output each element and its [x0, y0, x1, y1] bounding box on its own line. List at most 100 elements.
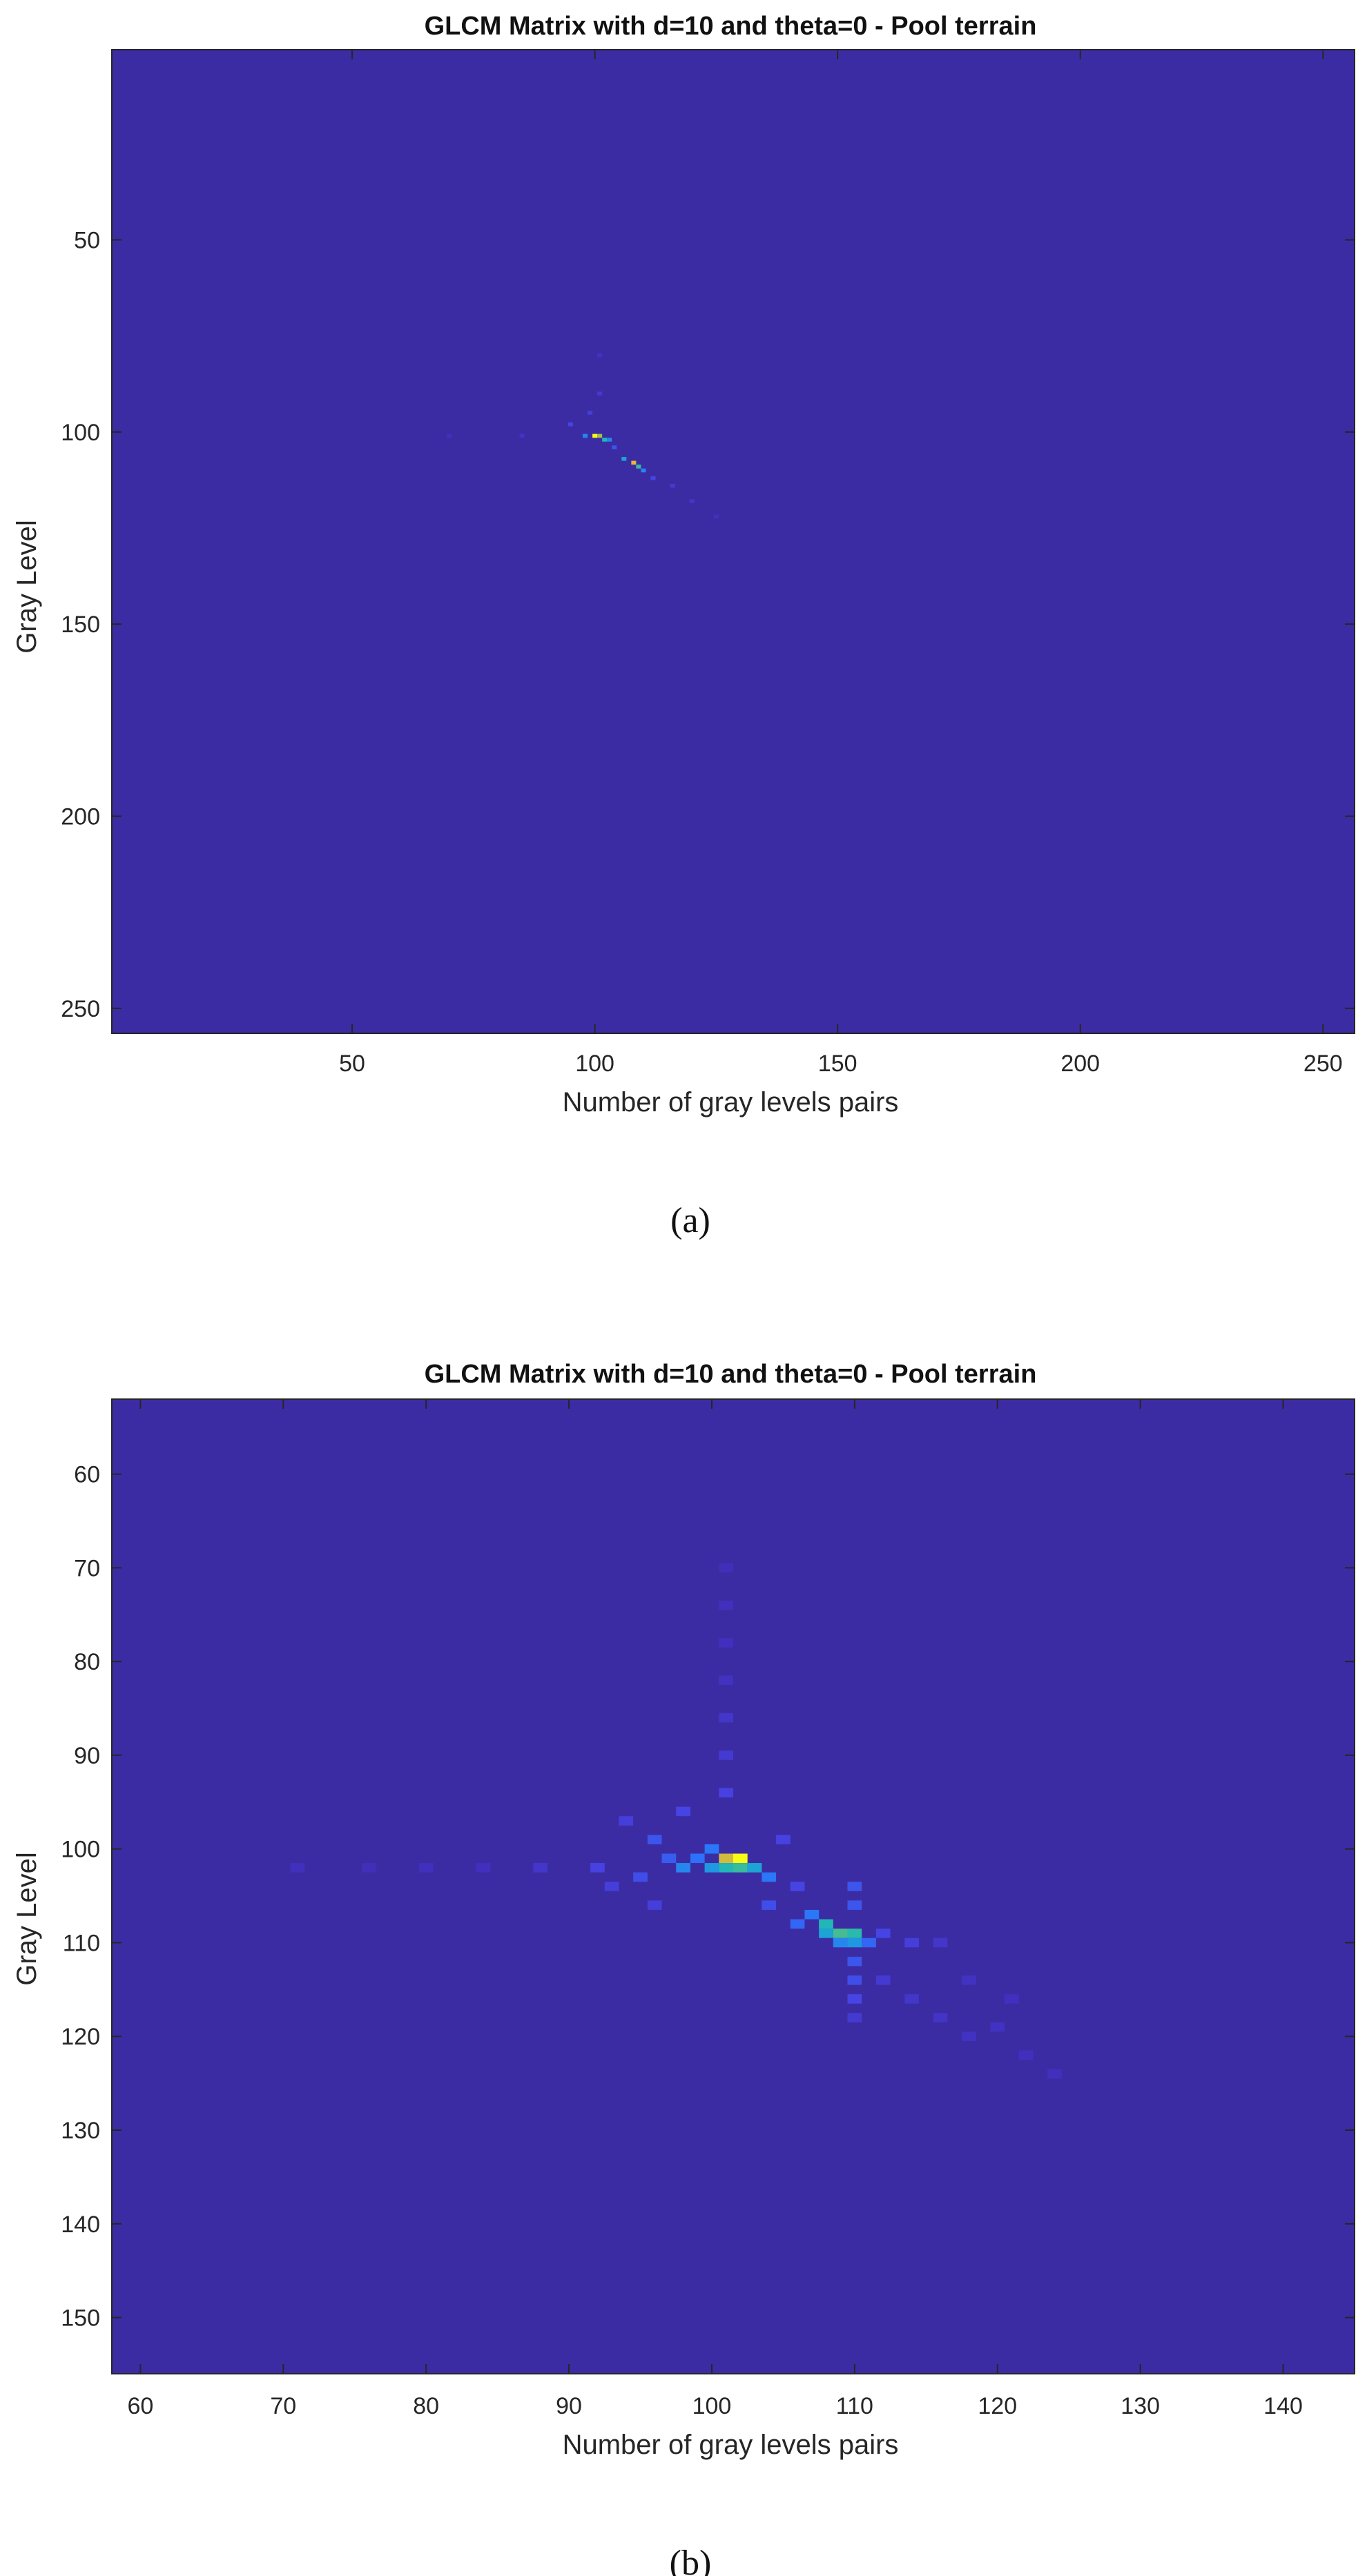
- y-tick-label: 110: [63, 1930, 100, 1956]
- heatmap-cell: [650, 476, 656, 480]
- heatmap-cell: [719, 1713, 733, 1723]
- x-axis-label-a: Number of gray levels pairs: [563, 1087, 899, 1118]
- heatmap-cell: [362, 1863, 376, 1873]
- heatmap-background: [112, 50, 1355, 1033]
- heatmap-cell: [847, 1975, 862, 1985]
- heatmap-cell: [719, 1788, 733, 1798]
- heatmap-cell: [719, 1638, 733, 1648]
- heatmap-cell: [847, 2013, 862, 2022]
- chart-title-b: GLCM Matrix with d=10 and theta=0 - Pool…: [425, 1360, 1037, 1389]
- y-tick-label: 250: [61, 996, 100, 1022]
- heatmap-cell: [704, 1863, 719, 1873]
- x-tick-label: 110: [836, 2393, 873, 2419]
- heatmap-cell: [1018, 2050, 1034, 2060]
- heatmap-cell: [847, 1882, 862, 1891]
- y-tick-label: 100: [61, 420, 100, 446]
- heatmap-cell: [762, 1900, 777, 1910]
- plot-frame: [111, 49, 1355, 1034]
- heatmap-cell: [747, 1863, 762, 1873]
- heatmap-cell: [790, 1919, 805, 1929]
- heatmap-cell: [597, 353, 603, 358]
- heatmap-cell: [962, 1975, 976, 1985]
- panel-caption-a: (a): [670, 1201, 710, 1240]
- heatmap-cell: [990, 2022, 1005, 2032]
- heatmap-cell: [602, 438, 608, 442]
- heatmap-cell: [676, 1863, 690, 1873]
- y-axis-label-b: Gray Level: [12, 1852, 42, 1985]
- y-tick-label: 50: [74, 228, 100, 254]
- heatmap-cell: [447, 433, 452, 438]
- heatmap-cell: [733, 1853, 748, 1864]
- heatmap-cell: [690, 1853, 705, 1864]
- heatmap-cell: [847, 1938, 862, 1948]
- heatmap-cell: [719, 1600, 733, 1610]
- x-tick-label: 100: [575, 1051, 614, 1077]
- heatmap-cell: [568, 422, 573, 427]
- x-tick-label: 130: [1121, 2393, 1160, 2419]
- panel-a: GLCM Matrix with d=10 and theta=0 - Pool…: [12, 12, 1355, 1240]
- y-tick-label: 100: [61, 1837, 100, 1863]
- heatmap-cell: [418, 1863, 434, 1873]
- heatmap-cell: [604, 1882, 619, 1891]
- heatmap-cell: [790, 1882, 805, 1891]
- heatmap-cell: [733, 1863, 748, 1873]
- y-tick-label: 200: [61, 803, 100, 830]
- heatmap-cell: [713, 514, 719, 519]
- panel-caption-b: (b): [670, 2544, 712, 2576]
- heatmap-cell: [719, 1675, 733, 1686]
- heatmap-cell: [875, 1975, 891, 1985]
- heatmap-cell: [819, 1929, 833, 1938]
- x-tick-label: 150: [818, 1051, 857, 1077]
- heatmap-cell: [719, 1750, 733, 1760]
- x-tick-label: 50: [339, 1051, 365, 1077]
- heatmap-cell: [875, 1929, 891, 1938]
- heatmap-cell: [962, 2031, 976, 2042]
- heatmap-cell: [833, 1938, 848, 1948]
- panel-b: GLCM Matrix with d=10 and theta=0 - Pool…: [12, 1360, 1355, 2576]
- heatmap-cell: [689, 499, 695, 503]
- heatmap-cell: [704, 1844, 719, 1854]
- heatmap-cell: [862, 1938, 876, 1948]
- y-tick-label: 90: [74, 1743, 100, 1769]
- heatmap-cell: [661, 1853, 677, 1864]
- x-tick-label: 250: [1303, 1051, 1343, 1077]
- heatmap-cell: [904, 1994, 919, 2004]
- heatmap-cell: [476, 1863, 491, 1873]
- heatmap-cell: [647, 1835, 662, 1844]
- x-axis-label-b: Number of gray levels pairs: [563, 2430, 899, 2460]
- heatmap-cell: [631, 460, 637, 465]
- heatmap-cell: [847, 1956, 862, 1967]
- heatmap-cell: [847, 1929, 862, 1938]
- heatmap-cell: [597, 391, 603, 396]
- y-tick-label: 120: [61, 2024, 100, 2050]
- heatmap-cell: [776, 1835, 791, 1844]
- heatmap-cell: [1005, 1994, 1019, 2004]
- y-tick-label: 80: [74, 1649, 100, 1675]
- heatmap-cell: [762, 1872, 777, 1882]
- heatmap-cell: [597, 433, 603, 438]
- x-tick-label: 80: [413, 2393, 439, 2419]
- heatmap-cell: [804, 1909, 820, 1920]
- heatmap-cell: [719, 1853, 733, 1864]
- x-tick-label: 90: [556, 2393, 582, 2419]
- heatmap-cells: [447, 353, 719, 519]
- x-tick-label: 100: [692, 2393, 732, 2419]
- heatmap-cell: [833, 1929, 848, 1938]
- heatmap-cell: [583, 433, 588, 438]
- heatmap-cell: [619, 1816, 634, 1826]
- heatmap-cell: [647, 1900, 662, 1910]
- heatmap-cell: [607, 438, 612, 442]
- heatmap-cells: [290, 1563, 1062, 2079]
- chart-title-a: GLCM Matrix with d=10 and theta=0 - Pool…: [425, 12, 1037, 41]
- heatmap-cell: [847, 1994, 862, 2004]
- x-tick-label: 120: [978, 2393, 1017, 2419]
- tick-labels-b: 60 70 80 90 100 110 120 130 140 60 70 80 90 100 110 120…: [61, 1399, 1355, 2419]
- heatmap-cell: [670, 484, 675, 488]
- plot-frame: [111, 1398, 1355, 2374]
- y-tick-label: 150: [61, 612, 100, 638]
- tick-labels-a: 50 100 150 200 250 50 100 150 200 250: [61, 50, 1355, 1077]
- heatmap-cell: [590, 1863, 605, 1873]
- heatmap-cell: [633, 1872, 648, 1882]
- heatmap-cell: [1047, 2069, 1062, 2079]
- y-tick-label: 130: [61, 2118, 100, 2144]
